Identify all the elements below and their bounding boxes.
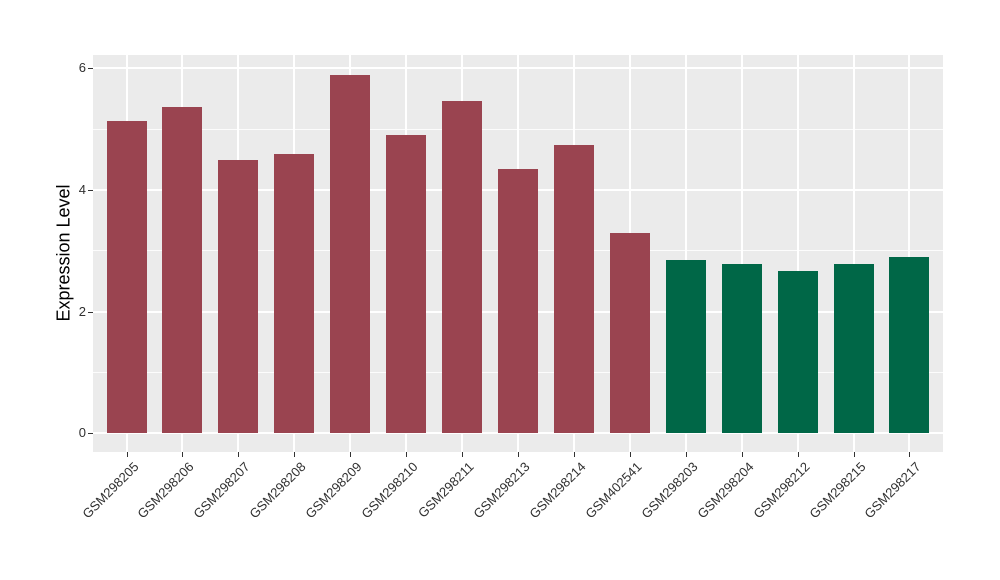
x-tick-mark-GSM298217 [909, 452, 911, 457]
x-tick-mark-GSM298213 [518, 452, 519, 457]
bar-GSM298205 [106, 120, 147, 434]
y-tick-label-2: 2 [78, 303, 86, 319]
x-tick-mark-GSM298205 [126, 452, 128, 457]
x-tick-mark-GSM298211 [462, 452, 464, 457]
x-tick-mark-GSM298206 [182, 452, 184, 457]
x-tick-mark-GSM298209 [350, 452, 352, 457]
major-gridline-x-GSM298217 [908, 55, 911, 452]
x-tick-mark-GSM298210 [406, 452, 408, 457]
bar-GSM298215 [833, 264, 874, 434]
bar-GSM298203 [665, 259, 706, 434]
y-tick-mark-4 [88, 189, 93, 191]
y-axis-title: Expression Level [53, 184, 74, 322]
bar-GSM402541 [609, 232, 650, 434]
bar-GSM298214 [553, 144, 594, 434]
y-tick-mark-2 [88, 311, 93, 313]
major-gridline-x-GSM298203 [684, 55, 687, 452]
plot-panel [93, 55, 943, 452]
y-tick-label-0: 0 [78, 425, 86, 441]
major-gridline-x-GSM298215 [852, 55, 855, 452]
bar-GSM298211 [442, 101, 483, 434]
bar-GSM298207 [218, 160, 259, 434]
y-tick-label-4: 4 [78, 181, 86, 197]
major-gridline-x-GSM298212 [796, 55, 799, 452]
x-tick-mark-GSM298204 [741, 452, 743, 457]
y-tick-mark-6 [88, 68, 93, 70]
y-tick-label-6: 6 [78, 60, 86, 76]
y-tick-mark-0 [88, 433, 93, 435]
x-tick-mark-GSM298212 [797, 452, 799, 457]
x-tick-mark-GSM298214 [573, 452, 575, 457]
x-tick-mark-GSM298215 [853, 452, 855, 457]
bar-GSM298208 [274, 154, 315, 434]
bar-GSM298209 [330, 75, 371, 434]
x-tick-mark-GSM402541 [629, 452, 631, 457]
x-tick-mark-GSM298208 [294, 452, 296, 457]
x-tick-label-GSM298205: GSM298205 [78, 459, 142, 522]
bar-GSM298206 [162, 106, 203, 434]
bar-GSM298212 [777, 271, 818, 434]
bar-GSM298210 [386, 135, 427, 434]
bar-GSM298213 [498, 169, 538, 434]
x-tick-mark-GSM298207 [238, 452, 240, 457]
major-gridline-x-GSM298204 [740, 55, 743, 452]
x-tick-mark-GSM298203 [685, 452, 687, 457]
bar-GSM298204 [721, 263, 762, 434]
bar-GSM298217 [889, 256, 930, 434]
